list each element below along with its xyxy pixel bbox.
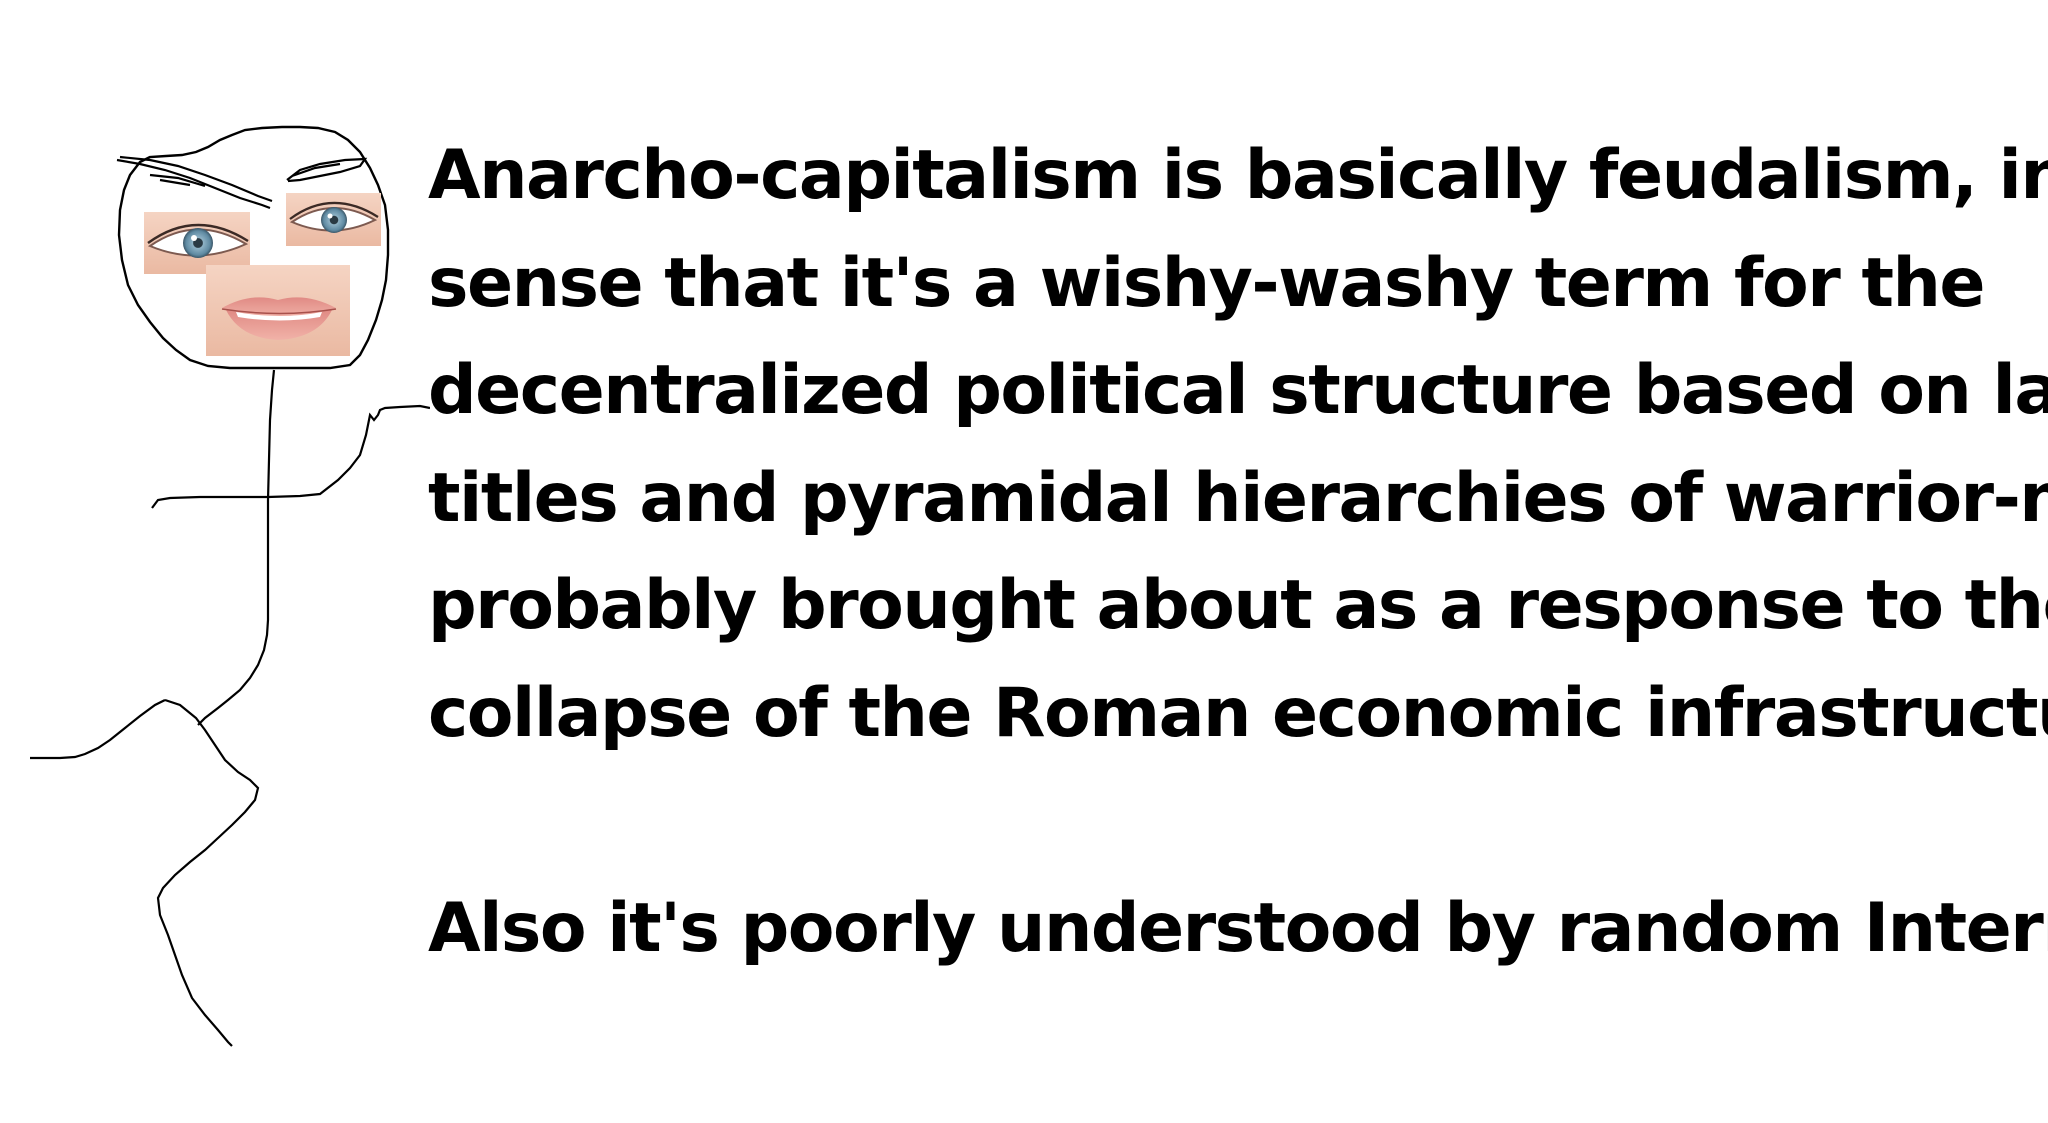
paragraph-gap: [428, 767, 2038, 875]
main-text: Anarcho-capitalism is basically feudalis…: [428, 122, 2048, 983]
paragraph-1-line-3: decentralized political structure based …: [428, 351, 2048, 430]
legs: [156, 698, 260, 1047]
left-arm: [30, 699, 166, 760]
paragraph-2: Also it's poorly understood by random In…: [428, 889, 2048, 968]
body-line: [197, 369, 276, 726]
paragraph-1-line-2: sense that it's a wishy-washy term for t…: [428, 243, 1985, 323]
right-eyebrow: [286, 157, 368, 183]
paragraph-1-line-5: probably brought about as a response to …: [428, 566, 2048, 645]
paragraph-1-line-4: titles and pyramidal hierarchies of warr…: [428, 458, 2048, 538]
head-outline: [117, 125, 390, 370]
left-eye-photo: [144, 212, 250, 274]
stick-figure-drawing: [30, 125, 430, 1047]
paragraph-1-line-1: Anarcho-capitalism is basically feudalis…: [428, 136, 2048, 215]
right-eye-photo: [286, 193, 381, 246]
mouth-photo: [206, 265, 350, 356]
left-eyebrow: [116, 155, 273, 210]
paragraph-1-line-6: collapse of the Roman economic infrastru…: [428, 673, 2048, 753]
right-arm: [151, 404, 430, 509]
